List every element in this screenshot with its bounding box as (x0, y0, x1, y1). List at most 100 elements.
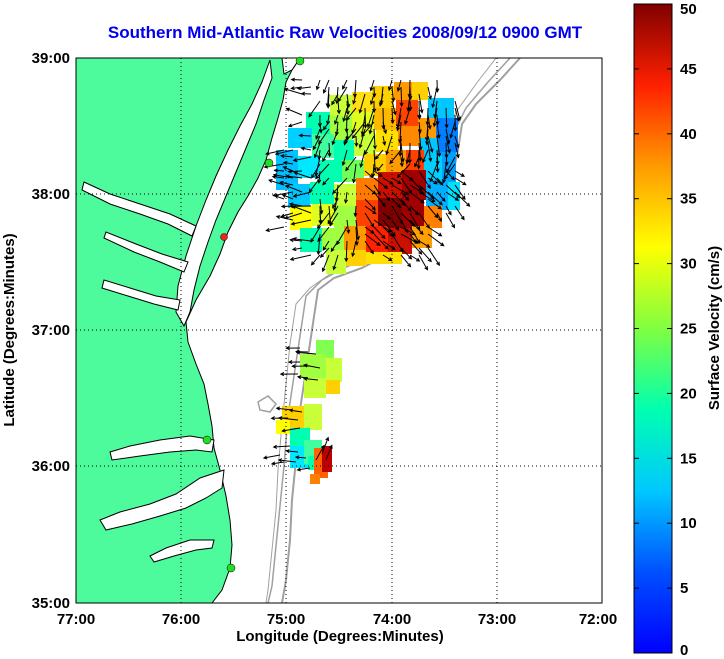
velocity-arrow (382, 212, 391, 220)
velocity-arrow (454, 184, 466, 201)
velocity-arrow (292, 156, 312, 163)
velocity-arrow (303, 363, 321, 369)
velocity-arrow (427, 233, 445, 247)
colorbar-tick-label: 25 (680, 321, 697, 338)
velocity-arrow (364, 226, 375, 234)
velocity-arrow (287, 121, 303, 128)
velocity-arrow (391, 100, 397, 116)
velocity-arrow (376, 163, 384, 172)
velocity-arrow (418, 254, 429, 271)
velocity-arrow (436, 121, 441, 140)
velocity-arrow (322, 177, 330, 186)
york-james-river (101, 279, 181, 311)
velocity-arrow (343, 191, 349, 204)
velocity-arrow (322, 149, 330, 163)
velocity-arrow (445, 170, 456, 181)
velocity-arrow (345, 156, 357, 172)
velocity-arrow (373, 226, 386, 240)
y-tick-label: 39:00 (32, 50, 70, 67)
potomac-river (81, 181, 197, 237)
velocity-arrow (317, 149, 322, 160)
velocity-arrow (382, 254, 393, 262)
x-axis-label: Longitude (Degrees:Minutes) (236, 628, 444, 645)
velocity-arrow (294, 455, 307, 460)
velocity-arrow (312, 135, 321, 151)
colorbar-tick-label: 5 (680, 580, 688, 597)
velocity-arrow (427, 247, 441, 267)
velocity-arrow (342, 79, 348, 90)
velocity-arrow (268, 179, 285, 186)
y-tick-label: 35:00 (32, 595, 70, 612)
velocity-arrow (445, 212, 456, 229)
velocity-arrow (262, 454, 281, 460)
map-title: Southern Mid-Atlantic Raw Velocities 200… (108, 23, 583, 42)
velocity-arrow (374, 149, 384, 160)
velocity-arrow (281, 194, 294, 200)
velocity-arrow (378, 93, 384, 107)
velocity-arrow (352, 93, 357, 105)
x-tick-label: 76:00 (162, 611, 200, 628)
velocity-arrow (279, 372, 299, 377)
velocity-arrow (351, 240, 357, 258)
velocity-arrow (325, 444, 333, 461)
x-tick-label: 75:00 (267, 611, 305, 628)
colorbar-tick-label: 10 (680, 515, 697, 532)
velocity-arrow (418, 191, 436, 203)
velocity-arrow (300, 146, 312, 151)
velocity-arrow (373, 177, 389, 189)
velocity-arrow (387, 79, 393, 92)
velocity-arrow (277, 416, 299, 421)
x-tick-label: 74:00 (373, 611, 411, 628)
velocity-arrow (372, 128, 377, 150)
velocity-arrow (321, 254, 330, 273)
velocity-arrow (345, 100, 350, 116)
colorbar-tick-label: 30 (680, 256, 697, 273)
velocity-arrow (332, 198, 339, 209)
velocity-arrow (454, 107, 460, 122)
velocity-arrow (391, 198, 402, 209)
colorbar-tick-label: 20 (680, 385, 697, 402)
velocity-arrow (454, 170, 466, 177)
velocity-arrow (373, 233, 389, 250)
albemarle-sound (109, 435, 215, 461)
velocity-arrow (318, 128, 330, 145)
velocity-arrow (287, 169, 303, 174)
velocity-arrow (391, 184, 410, 196)
velocity-arrow (290, 219, 312, 226)
velocity-arrow (322, 79, 330, 94)
velocity-arrow (444, 107, 449, 129)
velocity-arrow (449, 121, 456, 139)
velocity-arrow (289, 254, 312, 261)
velocity-arrow (364, 205, 377, 215)
velocity-arrow (417, 107, 422, 120)
velocity-arrow (427, 86, 432, 100)
velocity-arrow (398, 135, 403, 157)
velocity-arrow (316, 233, 321, 256)
velocity-arrow (327, 142, 332, 158)
velocity-arrow (364, 240, 374, 255)
colorbar-tick-label: 0 (680, 642, 688, 659)
velocity-arrow (427, 142, 433, 163)
velocity-arrow (285, 107, 303, 116)
velocity-arrow (336, 100, 341, 115)
velocity-arrow (432, 107, 438, 128)
velocity-arrow (444, 149, 449, 167)
velocity-arrow (292, 237, 312, 242)
velocity-arrow (454, 205, 465, 221)
velocity-arrow (445, 205, 452, 216)
velocity-arrow (265, 149, 285, 156)
grid-lines (76, 58, 602, 603)
velocity-arrow (315, 128, 321, 140)
velocity-arrow (326, 93, 331, 109)
velocity-arrow (396, 79, 402, 92)
station-marker (226, 563, 236, 573)
velocity-arrow (279, 180, 294, 186)
colorbar-tick-label: 40 (680, 126, 697, 143)
velocity-arrow (277, 458, 297, 463)
velocity-arrow (288, 408, 303, 413)
velocity-arrow (418, 93, 424, 114)
velocity-arrow (302, 376, 319, 381)
velocity-arrow (322, 121, 330, 131)
velocity-arrow (281, 427, 301, 433)
